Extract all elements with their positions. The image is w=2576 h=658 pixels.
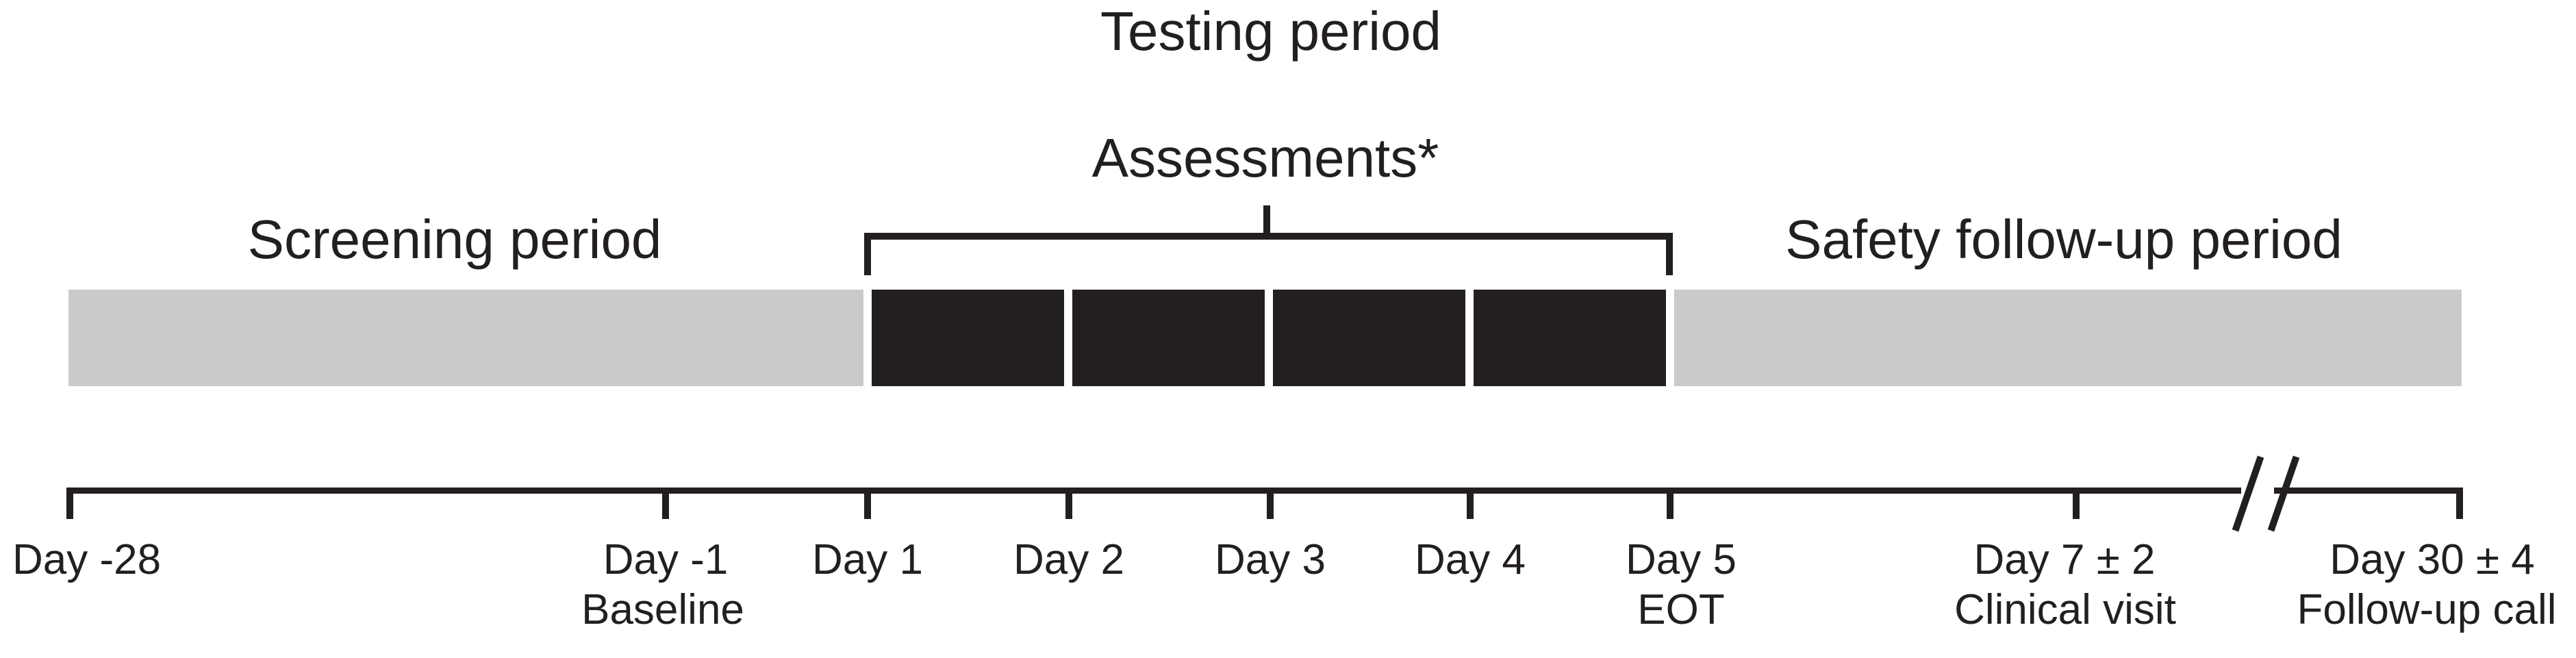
tick-label-day-minus28: Day -28: [12, 536, 162, 583]
tick-label-day7: Day 7 ± 2: [1973, 536, 2156, 583]
tick-label-day1: Day 1: [812, 536, 923, 583]
tick-label-day2: Day 2: [1013, 536, 1124, 583]
timeline-axis: [66, 488, 2241, 494]
sublabel-clinical-visit: Clinical visit: [1954, 586, 2176, 633]
testing-day-segment-2: [1072, 290, 1265, 386]
axis-left-endcap: [66, 488, 73, 519]
assessments-bracket: [864, 233, 1673, 240]
axis-tick-day5: [1667, 488, 1674, 519]
axis-tick-day3: [1267, 488, 1274, 519]
safety-followup-period-label: Safety follow-up period: [1785, 209, 2343, 270]
tick-label-day-minus1: Day -1: [603, 536, 729, 583]
testing-day-segment-4: [1474, 290, 1666, 386]
testing-period-title: Testing period: [1100, 1, 1442, 62]
testing-day-segment-1: [872, 290, 1064, 386]
bracket-stem: [1263, 205, 1270, 236]
tick-label-day3: Day 3: [1215, 536, 1326, 583]
sublabel-followup-call: Follow-up call: [2297, 586, 2557, 633]
tick-label-day4: Day 4: [1415, 536, 1526, 583]
axis-tick-day-minus1: [662, 488, 669, 519]
axis-tick-day1: [864, 488, 871, 519]
bracket-left-tick: [864, 233, 871, 275]
axis-break-icon: [2232, 455, 2264, 532]
axis-break-icon: [2267, 455, 2300, 532]
tick-label-day30: Day 30 ± 4: [2329, 536, 2535, 583]
screening-period-label: Screening period: [247, 209, 662, 270]
sublabel-baseline: Baseline: [581, 586, 744, 633]
bracket-right-tick: [1666, 233, 1673, 275]
sublabel-eot: EOT: [1637, 586, 1725, 633]
axis-right-endcap: [2456, 488, 2463, 519]
tick-label-day5: Day 5: [1626, 536, 1737, 583]
assessments-label: Assessments*: [1091, 127, 1439, 188]
timeline-axis-after-break: [2274, 488, 2463, 494]
testing-period-bar: [863, 290, 1674, 386]
axis-tick-day4: [1467, 488, 1474, 519]
axis-tick-day7: [2073, 488, 2080, 519]
testing-day-segment-3: [1273, 290, 1465, 386]
axis-tick-day2: [1065, 488, 1072, 519]
